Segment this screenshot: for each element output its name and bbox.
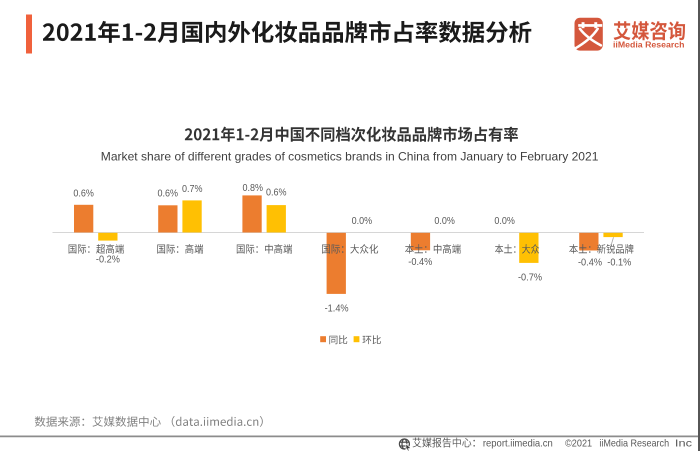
- svg-text:Market share of different grad: Market share of different grades of cosm…: [101, 149, 599, 163]
- svg-text:0.6%: 0.6%: [266, 188, 287, 199]
- svg-text:iiMedia Research: iiMedia Research: [599, 439, 669, 450]
- svg-text:-0.1%: -0.1%: [607, 258, 631, 269]
- svg-text:0.8%: 0.8%: [243, 183, 264, 194]
- svg-text:report.iimedia.cn: report.iimedia.cn: [483, 439, 553, 450]
- svg-text:©2021: ©2021: [565, 439, 592, 450]
- svg-text:-0.2%: -0.2%: [96, 254, 120, 265]
- svg-text:-1.4%: -1.4%: [325, 303, 349, 314]
- svg-text:0.6%: 0.6%: [73, 188, 94, 199]
- svg-text:0.0%: 0.0%: [494, 216, 515, 227]
- svg-text:0.6%: 0.6%: [158, 188, 179, 199]
- svg-text:0.0%: 0.0%: [434, 216, 455, 227]
- svg-text:-0.4%: -0.4%: [578, 258, 602, 269]
- svg-text:-0.4%: -0.4%: [408, 257, 432, 268]
- svg-text:0.0%: 0.0%: [352, 216, 373, 227]
- svg-text:0.7%: 0.7%: [182, 184, 203, 195]
- svg-text:-0.7%: -0.7%: [518, 272, 542, 283]
- svg-text:iiMedia Research: iiMedia Research: [613, 40, 685, 50]
- svg-text:Inc: Inc: [675, 439, 692, 450]
